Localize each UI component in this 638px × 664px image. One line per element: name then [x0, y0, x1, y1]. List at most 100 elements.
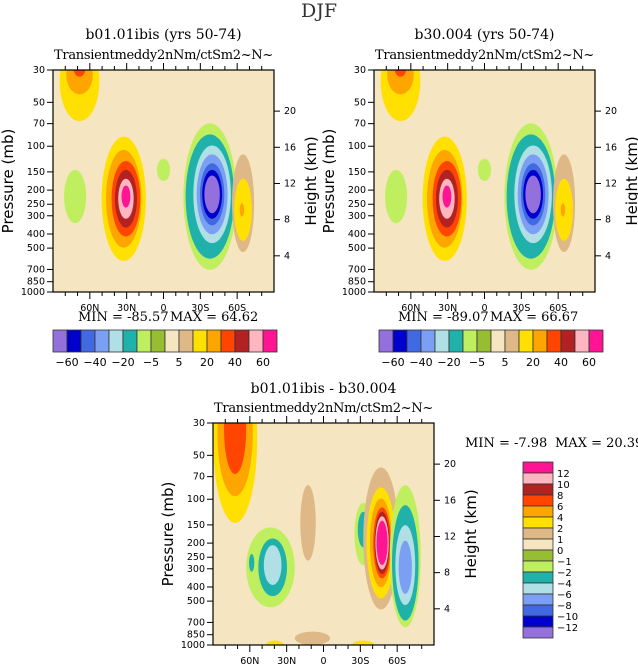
y-right-axis-label: Height (km): [302, 136, 320, 225]
y-tick-label: 70: [33, 119, 45, 130]
x-tick-label: 60S: [388, 656, 406, 664]
contour-region: [73, 70, 86, 77]
colorbar-label: −4: [557, 579, 572, 590]
colorbar-swatch: [150, 329, 166, 353]
colorbar-label: −10: [557, 612, 578, 623]
colorbar-swatch: [248, 329, 264, 353]
colorbar-swatch: [108, 329, 124, 353]
y-tick-label: 30: [354, 65, 366, 76]
y-tick-label: 150: [27, 167, 45, 178]
contour-region: [525, 175, 541, 214]
contour-region: [442, 185, 452, 208]
colorbar-swatch: [420, 329, 436, 353]
colorbar-label: −8: [557, 601, 572, 612]
panel3-min: MIN = -7.98: [465, 436, 548, 451]
y-tick-label: 400: [27, 229, 45, 240]
panel1-min: MIN = -85.57: [78, 310, 169, 325]
contour-region: [64, 169, 87, 224]
y-tick-label: 50: [193, 450, 205, 461]
colorbar-swatch: [518, 329, 534, 353]
y-axis-label: Pressure (mb): [0, 129, 17, 234]
colorbar-swatch: [522, 538, 554, 551]
contour-region: [477, 158, 492, 181]
colorbar-label: −5: [469, 356, 485, 369]
y-tick-label: 50: [33, 97, 45, 108]
colorbar-swatch: [522, 626, 554, 639]
colorbar-swatch: [136, 329, 152, 353]
colorbar-swatch: [504, 329, 520, 353]
contour-region: [394, 70, 407, 77]
colorbar-label: −60: [381, 356, 404, 369]
colorbar-swatch: [66, 329, 82, 353]
colorbar-label: 2: [557, 524, 563, 535]
y-right-tick-label: 12: [284, 178, 296, 189]
y-tick-label: 30: [33, 65, 45, 76]
colorbar-swatch: [522, 483, 554, 496]
y-tick-label: 200: [187, 538, 205, 549]
contour-region: [352, 640, 375, 645]
colorbar-label: 10: [557, 480, 570, 491]
contour-region: [294, 631, 331, 645]
y-right-tick-label: 8: [284, 215, 290, 226]
colorbar-swatch: [192, 329, 208, 353]
y-right-tick-label: 4: [444, 604, 450, 615]
contour-region: [560, 203, 566, 217]
colorbar-label: 5: [176, 356, 183, 369]
x-tick-label: 0: [320, 656, 326, 664]
x-tick-label: 60S: [549, 303, 567, 314]
y-tick-label: 100: [187, 494, 205, 505]
colorbar-swatch: [476, 329, 492, 353]
y-tick-label: 850: [27, 277, 45, 288]
colorbar-label: −40: [409, 356, 432, 369]
colorbar-swatch: [522, 560, 554, 573]
y-right-tick-label: 16: [284, 142, 296, 153]
colorbar-label: 4: [557, 513, 563, 524]
colorbar-swatch: [448, 329, 464, 353]
y-tick-label: 500: [348, 243, 366, 254]
y-tick-label: 70: [193, 472, 205, 483]
colorbar-label: 12: [557, 469, 570, 480]
colorbar-swatch: [52, 329, 68, 353]
y-tick-label: 400: [187, 582, 205, 593]
panel1-plot: 3050701001502002503004005007008501000481…: [0, 63, 320, 314]
panel2-title: b30.004 (yrs 50-74): [414, 27, 555, 43]
contour-region: [385, 169, 408, 224]
y-right-tick-label: 4: [284, 251, 290, 262]
contour-region: [376, 520, 388, 566]
contour-region: [66, 70, 93, 95]
colorbar-swatch: [220, 329, 236, 353]
contour-region: [263, 545, 282, 586]
y-axis-label: Pressure (mb): [320, 129, 338, 234]
y-tick-label: 300: [348, 211, 366, 222]
colorbar-label: −5: [143, 356, 159, 369]
colorbar-swatch: [122, 329, 138, 353]
y-tick-label: 700: [187, 617, 205, 628]
colorbar-label: 40: [554, 356, 568, 369]
y-right-tick-label: 12: [444, 531, 456, 542]
colorbar-label: −12: [557, 623, 578, 634]
colorbar-swatch: [522, 516, 554, 529]
x-tick-label: 60N: [401, 303, 420, 314]
y-right-tick-label: 8: [444, 568, 450, 579]
y-tick-label: 1000: [342, 287, 366, 298]
colorbar-swatch: [262, 329, 278, 353]
x-tick-label: 30N: [117, 303, 136, 314]
y-tick-label: 700: [348, 264, 366, 275]
contour-region: [300, 485, 316, 561]
colorbar-swatch: [378, 329, 394, 353]
colorbar-label: −20: [111, 356, 134, 369]
y-tick-label: 150: [348, 167, 366, 178]
y-tick-label: 250: [27, 199, 45, 210]
x-tick-label: 30N: [277, 656, 296, 664]
y-right-tick-label: 16: [605, 142, 617, 153]
colorbar-label: 60: [256, 356, 270, 369]
panel1-max: MAX = 64.62: [170, 310, 259, 325]
y-tick-label: 50: [354, 97, 366, 108]
colorbar-label: −20: [437, 356, 460, 369]
colorbar-swatch: [522, 472, 554, 485]
colorbar-label: −2: [557, 568, 572, 579]
y-tick-label: 500: [187, 596, 205, 607]
y-tick-label: 1000: [21, 287, 45, 298]
y-tick-label: 850: [348, 277, 366, 288]
